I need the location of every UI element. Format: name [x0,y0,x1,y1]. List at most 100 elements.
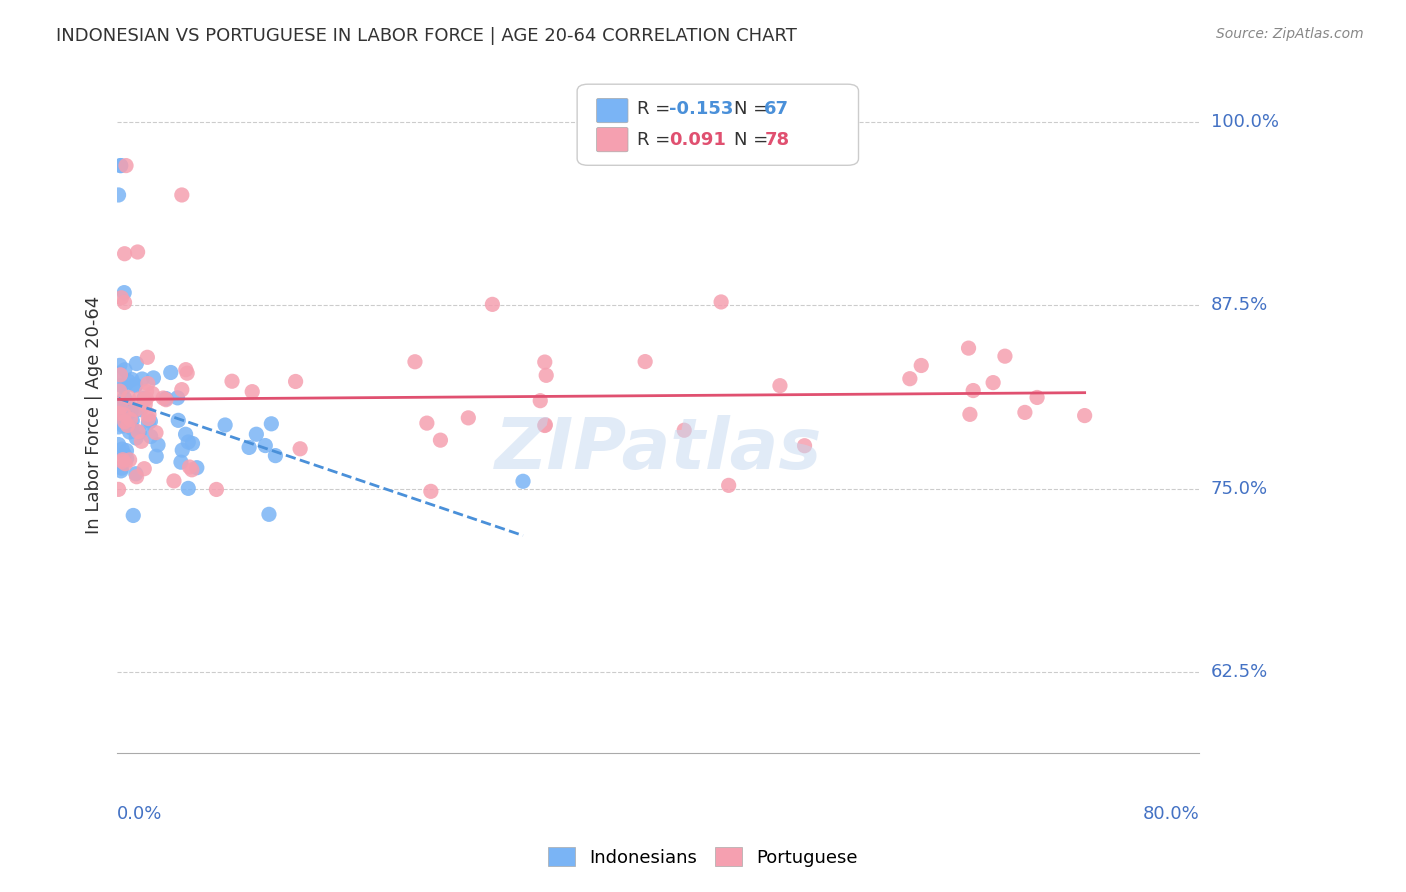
Indonesians [264,449,287,463]
Portuguese [125,469,148,483]
Indonesians [131,372,153,386]
Portuguese [141,386,163,401]
Text: 87.5%: 87.5% [1211,296,1268,314]
Portuguese [174,362,197,376]
Portuguese [959,408,981,422]
Portuguese [136,376,159,391]
Portuguese [131,434,153,449]
Indonesians [260,417,283,431]
Portuguese [163,474,186,488]
Portuguese [957,341,980,355]
Portuguese [1073,409,1095,423]
Indonesians [115,443,138,458]
Indonesians [139,414,162,428]
Portuguese [419,484,441,499]
Indonesians [110,159,132,173]
Portuguese [534,417,557,432]
Indonesians [146,438,169,452]
Indonesians [145,450,167,464]
Indonesians [112,380,135,394]
Portuguese [910,359,932,373]
Text: N =: N = [734,130,775,149]
Indonesians [110,396,132,410]
Portuguese [117,418,139,433]
Indonesians [174,427,197,442]
Portuguese [145,425,167,440]
Portuguese [111,452,134,467]
Portuguese [634,354,657,368]
Text: 75.0%: 75.0% [1211,480,1268,498]
Indonesians [120,404,142,418]
Portuguese [1014,405,1036,419]
FancyBboxPatch shape [576,84,859,165]
Legend: Indonesians, Portuguese: Indonesians, Portuguese [540,840,866,874]
Indonesians [254,439,277,453]
Indonesians [172,443,194,458]
FancyBboxPatch shape [596,98,628,123]
Portuguese [127,244,149,259]
Portuguese [673,423,696,437]
Text: 0.0%: 0.0% [117,805,163,822]
Text: 80.0%: 80.0% [1143,805,1199,822]
Portuguese [111,454,134,468]
Indonesians [138,416,160,430]
Indonesians [177,434,200,449]
Indonesians [107,415,129,429]
Indonesians [110,398,132,412]
Indonesians [125,357,148,371]
Portuguese [118,453,141,467]
Portuguese [288,442,311,456]
Portuguese [416,416,439,430]
Indonesians [115,451,138,466]
Indonesians [107,188,129,202]
Indonesians [114,391,136,405]
Indonesians [512,475,534,489]
Portuguese [962,384,984,398]
Portuguese [717,478,740,492]
Portuguese [994,349,1017,363]
Portuguese [205,483,228,497]
Indonesians [139,429,162,443]
Portuguese [898,372,921,386]
Indonesians [166,391,188,405]
Portuguese [110,291,132,305]
Portuguese [110,400,132,414]
Indonesians [118,399,141,413]
Text: 100.0%: 100.0% [1211,112,1278,130]
Y-axis label: In Labor Force | Age 20-64: In Labor Force | Age 20-64 [86,296,103,534]
Indonesians [108,359,131,373]
Portuguese [179,460,201,475]
Portuguese [115,159,138,173]
Portuguese [127,425,149,439]
Portuguese [114,415,136,429]
Indonesians [118,425,141,439]
Indonesians [107,408,129,422]
Portuguese [221,374,243,388]
Indonesians [214,417,236,432]
Portuguese [170,188,193,202]
Indonesians [112,418,135,433]
Indonesians [245,427,267,442]
Portuguese [107,406,129,420]
Indonesians [107,420,129,434]
Indonesians [122,508,145,523]
Portuguese [180,463,202,477]
Portuguese [152,391,174,405]
Portuguese [136,351,159,365]
Text: R =: R = [637,100,676,119]
Portuguese [112,408,135,422]
Indonesians [142,371,165,385]
Indonesians [170,455,193,469]
Portuguese [138,411,160,425]
Portuguese [793,439,815,453]
Indonesians [121,421,143,435]
Portuguese [1026,391,1049,405]
Indonesians [114,363,136,377]
Indonesians [132,392,155,406]
FancyBboxPatch shape [596,128,628,152]
Text: 0.091: 0.091 [669,130,725,149]
Indonesians [124,378,146,392]
Indonesians [167,413,190,427]
Text: 67: 67 [765,100,789,119]
Portuguese [404,355,426,369]
